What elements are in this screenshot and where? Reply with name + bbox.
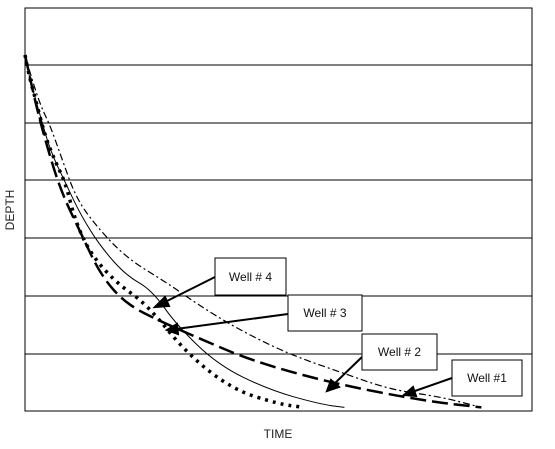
x-axis-label: TIME	[264, 427, 293, 441]
callout-arrows	[152, 276, 453, 398]
well1-arrow-line	[411, 377, 453, 393]
well4-arrow-line	[162, 276, 216, 304]
callout-well1: Well #1	[451, 359, 523, 397]
well1-arrowhead	[401, 385, 418, 398]
callout-box	[361, 333, 438, 371]
callout-box	[287, 294, 363, 332]
callout-well4: Well # 4	[214, 257, 287, 296]
callout-label-well2: Well # 2	[378, 345, 421, 359]
callout-label-well4: Well # 4	[229, 270, 272, 284]
callout-well3: Well # 3	[287, 294, 363, 332]
callout-well2: Well # 2	[361, 333, 438, 371]
y-axis-label: DEPTH	[3, 190, 17, 231]
well4-arrowhead	[152, 295, 171, 309]
series-line-1	[24, 54, 482, 408]
well3-arrowhead	[164, 322, 180, 336]
gridlines	[25, 64, 532, 355]
well2-arrow-line	[333, 356, 363, 385]
callout-box	[451, 359, 523, 397]
callout-box	[214, 257, 287, 296]
series-layer	[23, 54, 482, 410]
callout-label-well1: Well #1	[467, 371, 507, 385]
well3-arrow-line	[175, 313, 289, 330]
well2-arrowhead	[325, 378, 341, 393]
callout-label-well3: Well # 3	[303, 306, 346, 320]
series-line-2	[23, 54, 482, 409]
plot-area	[24, 7, 533, 412]
